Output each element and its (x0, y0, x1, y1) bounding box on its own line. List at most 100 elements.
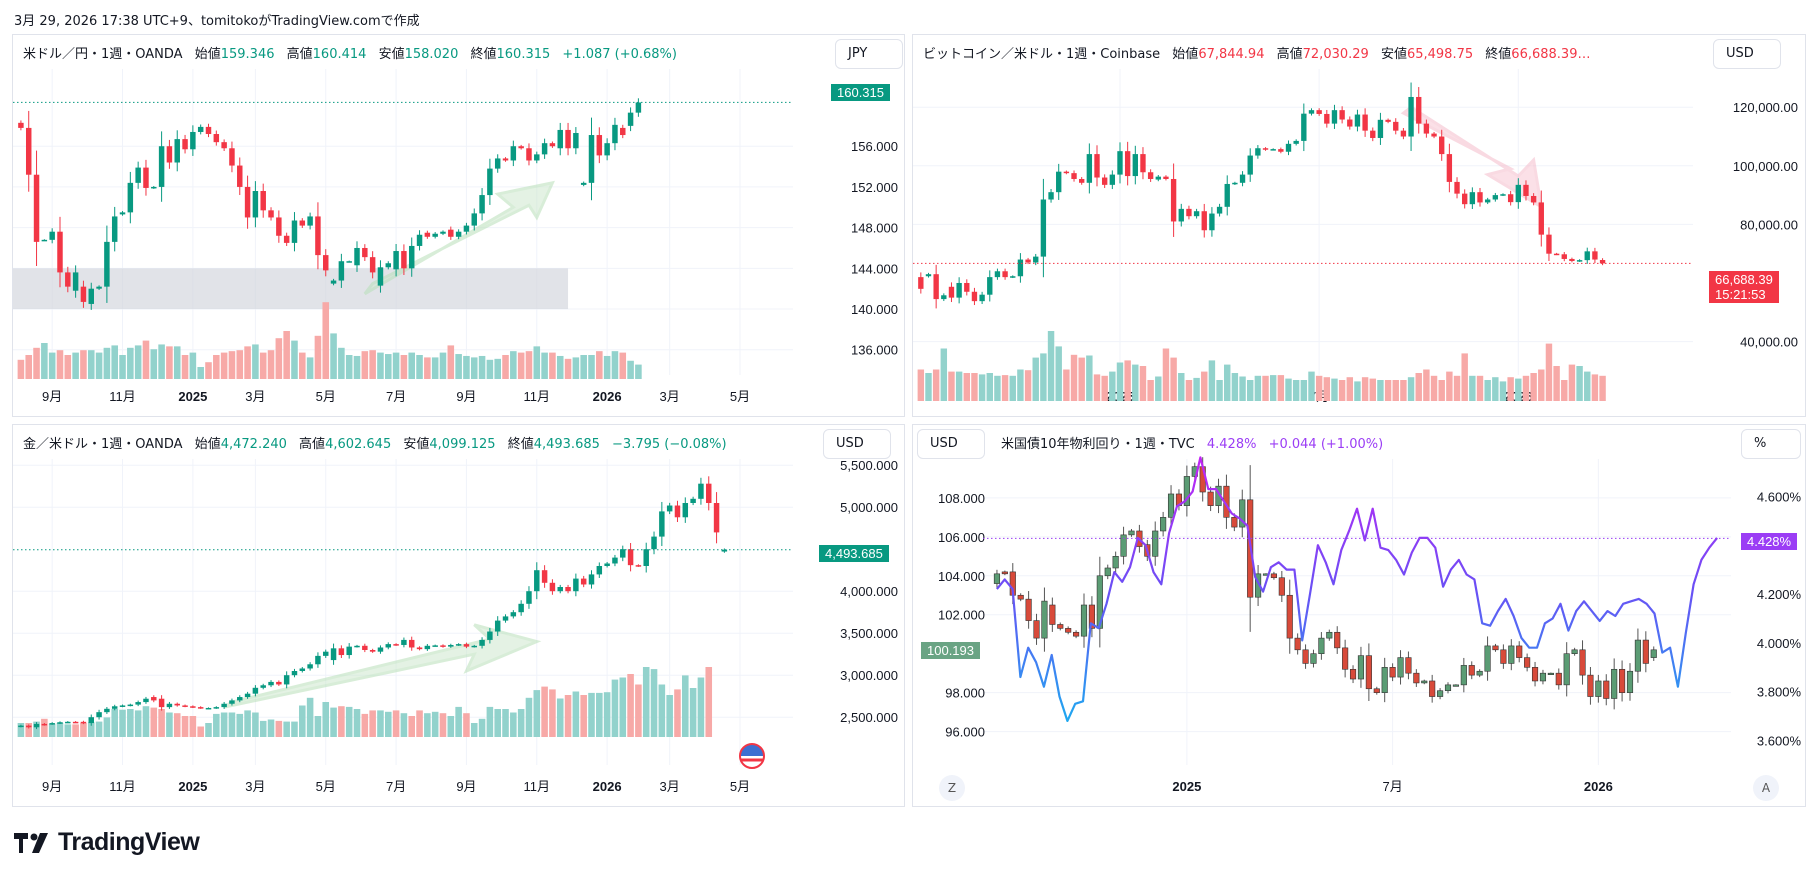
open-value: 4,472.240 (220, 437, 287, 452)
volume-bar (533, 346, 541, 379)
candle-body (1626, 670, 1634, 693)
volume-bar (1032, 357, 1039, 401)
us-flag-event-icon[interactable] (739, 743, 765, 769)
yield-axis-label: 3.600% (1757, 733, 1802, 748)
volume-bar (525, 697, 533, 737)
time-axis-label: 7月 (386, 779, 406, 794)
candle-body (1079, 178, 1085, 183)
volume-bar (486, 359, 494, 379)
candle-body (1515, 184, 1521, 203)
volume-bar (478, 718, 486, 737)
chart-us10y[interactable]: 108.000 106.000 104.000 102.000 98.000 96.000… (913, 425, 1807, 808)
candle-body (1186, 208, 1192, 217)
candle-body (1385, 119, 1391, 122)
volume-bar (64, 724, 72, 737)
open-value: 67,844.94 (1198, 47, 1265, 62)
chart-usdjpy[interactable]: 156.000 152.000 148.000 144.000 140.000 136.0… (13, 35, 906, 418)
volume-bar (1109, 371, 1116, 401)
volume-bar (1292, 380, 1300, 401)
volume-bar (596, 351, 603, 379)
volume-bar (1561, 380, 1568, 401)
candle-body (1025, 598, 1032, 621)
volume-bar (322, 702, 330, 737)
candle-body (612, 557, 618, 564)
candle-body (1592, 251, 1598, 260)
volume-bar (267, 350, 275, 379)
candle-body (463, 644, 470, 647)
chart-xauusd[interactable]: 5,500.000 5,000.000 4,000.000 3,500.000 3,00… (13, 425, 906, 808)
currency-button[interactable]: USD (823, 429, 891, 459)
time-axis-label: 3月 (660, 389, 680, 404)
candle-body (1294, 637, 1301, 651)
candle-body (1262, 148, 1269, 150)
currency-button-left[interactable]: USD (917, 429, 985, 459)
volume-bar (1530, 373, 1537, 401)
volume-bar (127, 709, 134, 737)
candle-body (1057, 624, 1064, 629)
legend-us10y: 米国債10年物利回り・1週・TVC 4.428% +0.044 (+1.00%) (1001, 433, 1383, 452)
candle-body (1576, 260, 1583, 262)
pane-us10y[interactable]: USD 米国債10年物利回り・1週・TVC 4.428% +0.044 (+1.… (912, 424, 1806, 807)
price-axis-label: 136.000 (851, 343, 898, 358)
volume-bar (48, 723, 56, 737)
volume-bar (1384, 380, 1392, 401)
candle-body (1270, 573, 1277, 579)
volume-bar (259, 720, 267, 737)
volume-bar (1017, 369, 1024, 401)
candle-body (88, 288, 94, 304)
a-button[interactable]: A (1753, 775, 1779, 801)
volume-bar (549, 689, 556, 737)
volume-bar (556, 698, 564, 737)
candle-body (158, 698, 165, 708)
price-axis-label: 96.000 (945, 725, 985, 740)
volume-bar (1224, 364, 1231, 401)
candle-body (377, 647, 384, 652)
pane-btcusd[interactable]: ビットコイン／米ドル・1週・Coinbase 始値67,844.94 高値72,… (912, 34, 1806, 417)
volume-bar (1063, 369, 1070, 401)
z-button[interactable]: Z (939, 775, 965, 801)
candle-body (1571, 649, 1578, 655)
candle-body (1619, 668, 1626, 693)
volume-bar (213, 713, 220, 737)
volume-bar (111, 345, 118, 379)
price-axis-label: 120,000.00 (1733, 100, 1798, 115)
volume-bar (705, 667, 713, 737)
candle-body (1310, 653, 1317, 664)
price-axis-label: 5,000.000 (840, 500, 898, 515)
volume-bar (111, 709, 118, 737)
volume-bar (291, 340, 298, 379)
tradingview-logo[interactable]: TradingView (14, 828, 200, 857)
yield-axis-label: 4.600% (1757, 489, 1802, 504)
volume-bar (1269, 375, 1277, 401)
candle-body (1301, 113, 1307, 141)
price-axis-label: 102.000 (938, 608, 985, 623)
volume-bar (252, 712, 259, 737)
candle-body (1063, 171, 1070, 174)
candle-body (1584, 251, 1590, 261)
pane-xauusd[interactable]: 金／米ドル・1週・OANDA 始値4,472.240 高値4,602.645 安… (12, 424, 905, 807)
high-value: 160.414 (312, 47, 367, 62)
candle-body (541, 570, 548, 583)
volume-bar (1231, 373, 1239, 401)
currency-button-right[interactable]: % (1741, 429, 1801, 459)
volume-bar (400, 355, 408, 379)
candle-body (1334, 631, 1341, 649)
candle-body (385, 263, 392, 268)
tradingview-logo-icon (14, 832, 48, 853)
pane-usdjpy[interactable]: 米ドル／円・1週・OANDA 始値159.346 高値160.414 安値158… (12, 34, 905, 417)
currency-button[interactable]: USD (1713, 39, 1781, 69)
volume-bar (478, 355, 486, 379)
candle-body (1357, 655, 1365, 680)
candle-body (1531, 667, 1539, 682)
volume-bar (1254, 375, 1262, 401)
candle-body (1642, 639, 1649, 664)
currency-button[interactable]: JPY (835, 39, 903, 69)
candle-body (526, 591, 532, 604)
candle-body (549, 143, 556, 147)
volume-bar (197, 726, 204, 737)
volume-bar (275, 720, 283, 737)
volume-bar (314, 335, 322, 379)
candle-body (221, 703, 227, 708)
chart-btcusd[interactable]: 120,000.00100,000.0080,000.0040,000.0020… (913, 35, 1807, 418)
candle-body (1071, 173, 1077, 179)
